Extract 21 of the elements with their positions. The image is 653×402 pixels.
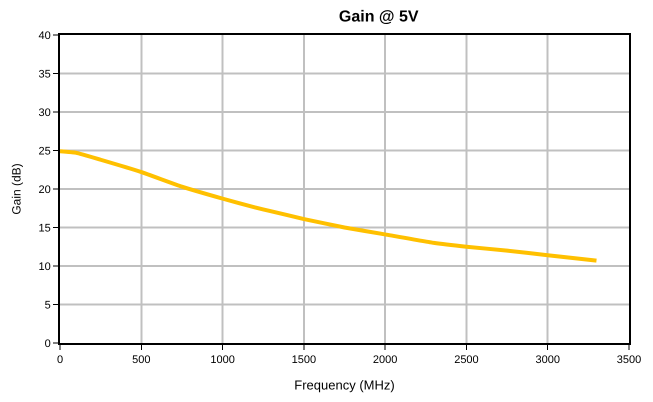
x-tick-label: 500 (132, 354, 150, 366)
y-axis-title: Gain (dB) (9, 163, 24, 215)
x-tick-label: 3500 (616, 354, 642, 366)
line-series (60, 149, 598, 263)
x-tick-label: 1500 (292, 354, 316, 366)
chart-title: Gain @ 5V (338, 8, 419, 26)
y-tick-label: 20 (38, 184, 51, 196)
y-tick-label: 15 (38, 222, 51, 234)
y-tick-label: 35 (38, 68, 51, 80)
x-axis-title: Frequency (MHz) (294, 377, 395, 392)
y-tick-label: 25 (38, 145, 51, 158)
y-tick-label: 40 (38, 30, 51, 42)
y-tick-label: 0 (44, 338, 51, 350)
x-tick-label: 1000 (210, 354, 235, 366)
x-tick-label: 3000 (535, 354, 560, 366)
y-tick-label: 5 (44, 299, 51, 312)
x-tick-label: 2000 (372, 354, 398, 366)
y-tick-label: 30 (38, 106, 51, 119)
x-tick-label: 0 (56, 354, 64, 366)
y-tick-label: 10 (38, 260, 51, 273)
x-tick-label: 2500 (454, 354, 479, 366)
